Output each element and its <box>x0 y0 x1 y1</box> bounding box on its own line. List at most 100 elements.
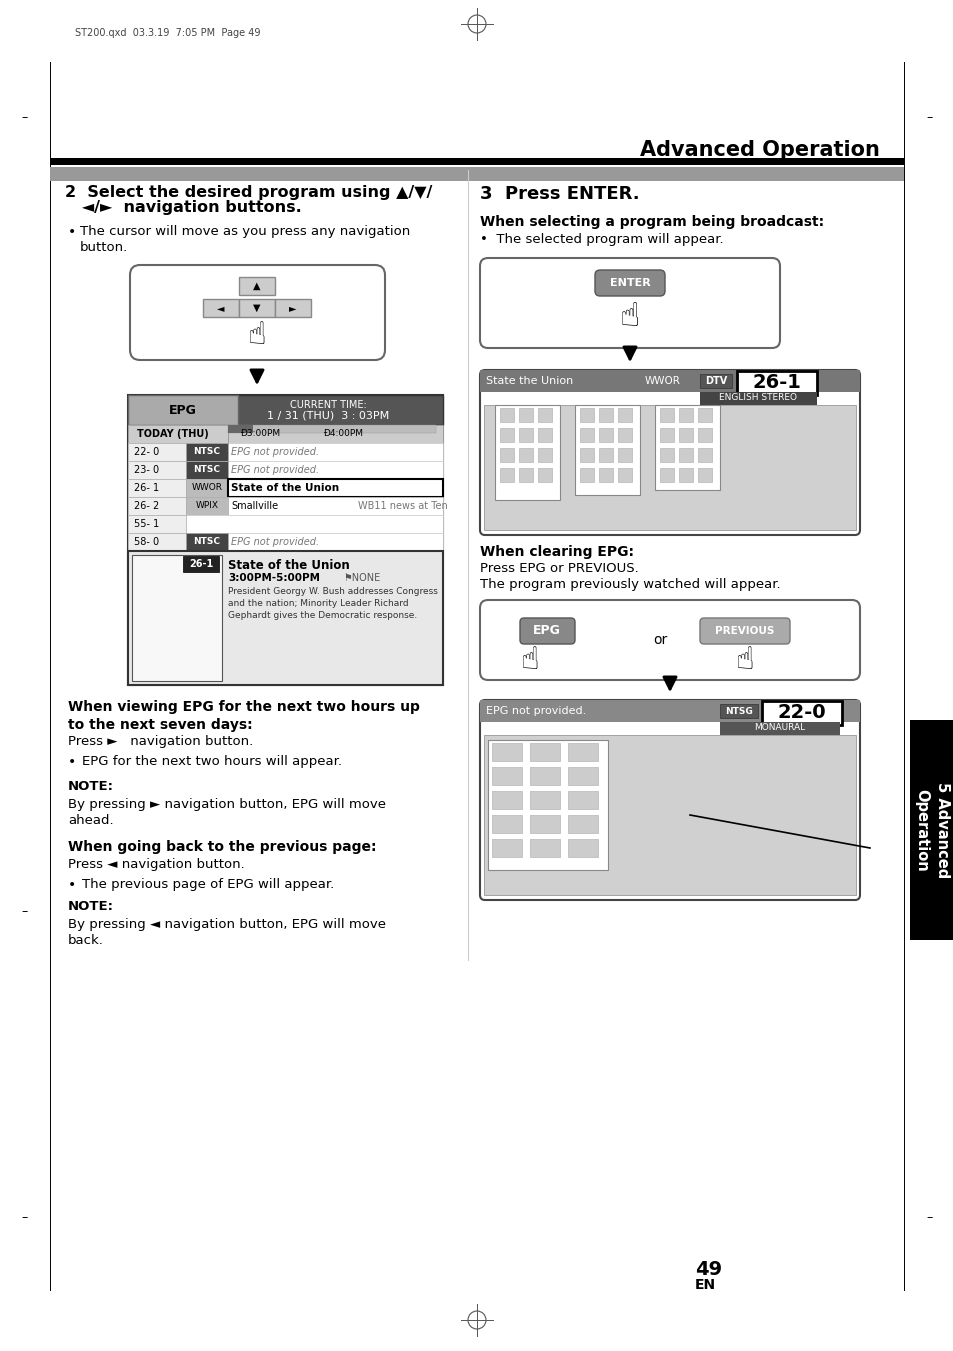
FancyBboxPatch shape <box>479 600 859 680</box>
Bar <box>655 405 720 490</box>
Text: By pressing ◄ navigation button, EPG will move
back.: By pressing ◄ navigation button, EPG wil… <box>68 917 386 947</box>
Text: NOTE:: NOTE: <box>68 780 113 793</box>
Text: State the Union: State the Union <box>485 376 573 386</box>
Circle shape <box>525 857 554 884</box>
Bar <box>488 740 607 870</box>
Bar <box>50 158 903 165</box>
FancyBboxPatch shape <box>519 617 575 644</box>
Text: ▼: ▼ <box>253 303 260 313</box>
Bar <box>618 408 631 422</box>
Bar <box>128 394 237 426</box>
Text: When clearing EPG:: When clearing EPG: <box>479 544 634 559</box>
Text: The previous page of EPG will appear.: The previous page of EPG will appear. <box>82 878 334 892</box>
Text: 26-1: 26-1 <box>189 559 213 569</box>
Text: The cursor will move as you press any navigation
button.: The cursor will move as you press any na… <box>80 226 410 254</box>
Bar <box>618 467 631 482</box>
Text: 26- 1: 26- 1 <box>133 484 159 493</box>
FancyBboxPatch shape <box>595 270 664 296</box>
Text: 23- 0: 23- 0 <box>133 465 159 476</box>
Bar <box>483 735 855 894</box>
Bar <box>128 443 186 461</box>
Text: •: • <box>68 755 76 769</box>
Text: –: – <box>22 1212 28 1224</box>
Text: ☝: ☝ <box>735 646 754 676</box>
Text: NTSC: NTSC <box>193 538 220 547</box>
Bar <box>579 428 594 442</box>
Text: Press EPG or PREVIOUS.: Press EPG or PREVIOUS. <box>479 562 639 576</box>
Bar <box>537 449 552 462</box>
Bar <box>518 449 533 462</box>
Bar <box>567 767 598 785</box>
Bar <box>679 467 692 482</box>
Bar <box>128 480 186 497</box>
Bar <box>492 839 521 857</box>
Circle shape <box>692 746 737 790</box>
Bar <box>495 405 559 500</box>
Text: State of the Union: State of the Union <box>231 484 338 493</box>
Text: 58- 0: 58- 0 <box>133 536 159 547</box>
Bar <box>720 721 840 735</box>
Text: 1 / 31 (THU)  3 : 03PM: 1 / 31 (THU) 3 : 03PM <box>267 411 389 422</box>
Text: 26-1: 26-1 <box>752 373 801 393</box>
Bar <box>228 426 253 434</box>
Text: ☝: ☝ <box>619 300 639 332</box>
Circle shape <box>486 486 513 513</box>
Bar <box>530 790 559 809</box>
Bar <box>186 443 228 461</box>
Text: •  The selected program will appear.: • The selected program will appear. <box>479 232 723 246</box>
Bar <box>698 449 711 462</box>
FancyBboxPatch shape <box>130 265 385 359</box>
Bar <box>239 277 274 295</box>
Text: State of the Union: State of the Union <box>228 559 350 571</box>
Text: 3:00PM-5:00PM: 3:00PM-5:00PM <box>228 573 319 584</box>
Bar <box>518 428 533 442</box>
Bar <box>128 480 442 497</box>
Bar <box>483 405 855 530</box>
Bar <box>530 815 559 834</box>
Bar <box>700 392 816 405</box>
Text: NOTE:: NOTE: <box>68 900 113 913</box>
Bar <box>492 767 521 785</box>
Bar <box>186 461 228 480</box>
Bar <box>128 534 186 551</box>
Bar <box>499 449 514 462</box>
Bar <box>700 374 731 388</box>
Text: Ð3:00PM: Ð3:00PM <box>240 430 280 439</box>
Bar <box>128 461 442 480</box>
Text: ST200.qxd  03.3.19  7:05 PM  Page 49: ST200.qxd 03.3.19 7:05 PM Page 49 <box>75 28 260 38</box>
Bar <box>518 408 533 422</box>
Text: WPIX: WPIX <box>195 501 218 511</box>
Bar <box>679 428 692 442</box>
Bar <box>579 467 594 482</box>
Bar <box>567 839 598 857</box>
Text: EPG not provided.: EPG not provided. <box>231 536 319 547</box>
Text: ◄/►  navigation buttons.: ◄/► navigation buttons. <box>65 200 301 215</box>
Text: 26- 2: 26- 2 <box>133 501 159 511</box>
Text: EPG: EPG <box>169 404 196 416</box>
Bar <box>659 408 673 422</box>
Bar <box>567 815 598 834</box>
Bar <box>679 449 692 462</box>
Circle shape <box>485 857 514 884</box>
Text: DTV: DTV <box>704 376 726 386</box>
Text: Press ◄ navigation button.: Press ◄ navigation button. <box>68 858 245 871</box>
Bar <box>598 408 613 422</box>
Text: ▲: ▲ <box>253 281 260 290</box>
Text: WB11 news at Ten: WB11 news at Ten <box>357 501 447 511</box>
Bar <box>659 449 673 462</box>
Bar <box>579 408 594 422</box>
Bar <box>492 743 521 761</box>
Circle shape <box>521 486 547 513</box>
Text: –: – <box>926 112 932 124</box>
Bar <box>567 743 598 761</box>
Bar <box>575 405 639 494</box>
Text: ENTER: ENTER <box>609 278 650 288</box>
Text: When selecting a program being broadcast:: When selecting a program being broadcast… <box>479 215 823 230</box>
FancyBboxPatch shape <box>479 370 859 535</box>
Polygon shape <box>664 802 760 894</box>
Text: ENGLISH STEREO: ENGLISH STEREO <box>719 393 796 403</box>
Bar <box>274 299 311 317</box>
Text: EPG not provided.: EPG not provided. <box>485 707 586 716</box>
Bar <box>687 825 700 847</box>
Circle shape <box>565 857 594 884</box>
